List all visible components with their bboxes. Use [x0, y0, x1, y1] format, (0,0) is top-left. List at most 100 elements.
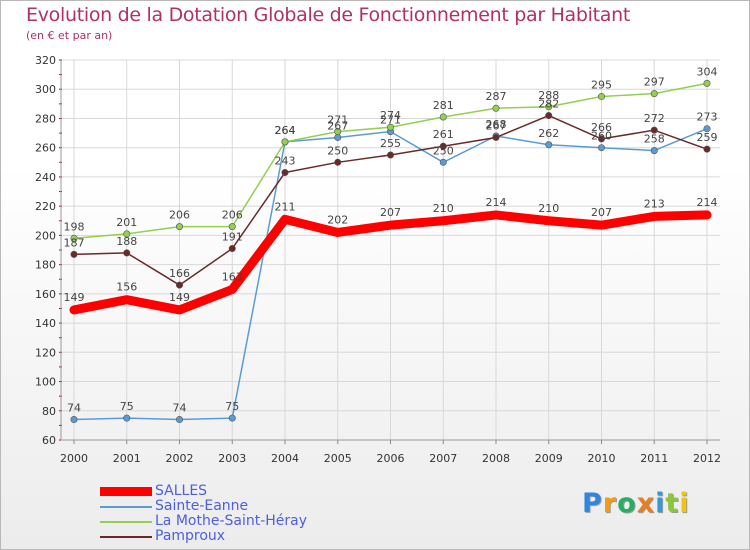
- data-label-pamproux-2011: 272: [644, 112, 665, 125]
- line-chart: 60 80 100 120 140 160 180 200 220 240 260 280 300 320…: [35, 54, 721, 465]
- data-label-salles-2005: 202: [327, 213, 348, 226]
- x-tick-label-2003: 2003: [218, 452, 246, 465]
- x-axis-ticks: 2000 2001 2002 2003 2004 2005 2006 2007 2008 2009…: [60, 452, 721, 465]
- point-pamproux-2012: [703, 145, 711, 153]
- legend-swatch-salles: [100, 487, 152, 496]
- data-label-la-mothe-saint-heray-2003: 206: [222, 209, 243, 222]
- y-tick-label-140: 140: [35, 317, 56, 330]
- data-label-sainte-eanne-2002: 74: [173, 402, 187, 415]
- logo-letter: P: [582, 488, 603, 519]
- data-label-pamproux-2005: 250: [327, 144, 348, 157]
- point-sainte-eanne-2000: [70, 416, 78, 424]
- point-sainte-eanne-2009: [545, 141, 553, 149]
- x-tick-label-2007: 2007: [429, 452, 457, 465]
- data-label-la-mothe-saint-heray-2010: 295: [591, 79, 612, 92]
- x-tick-label-2008: 2008: [482, 452, 510, 465]
- y-tick-label-300: 300: [35, 83, 56, 96]
- point-pamproux-2010: [597, 135, 605, 143]
- y-tick-label-120: 120: [35, 346, 56, 359]
- legend-swatch-la-mothe-saint-heray: [100, 521, 152, 523]
- legend-label-salles: SALLES: [155, 483, 208, 499]
- data-label-salles-2010: 207: [591, 206, 612, 219]
- point-sainte-eanne-2010: [597, 144, 605, 152]
- axes: [59, 59, 720, 444]
- y-tick-label-240: 240: [35, 171, 56, 184]
- data-label-la-mothe-saint-heray-2005: 271: [327, 114, 348, 127]
- series-line-salles: [69, 210, 712, 315]
- data-label-salles-2002: 149: [169, 291, 190, 304]
- data-label-pamproux-2004: 243: [275, 155, 296, 168]
- data-label-la-mothe-saint-heray-2009: 288: [538, 89, 559, 102]
- legend-label-pamproux: Pamproux: [155, 528, 226, 544]
- legend: SALLES Sainte-Eanne La Mothe-Saint-Héray…: [100, 483, 400, 544]
- point-pamproux-2007: [439, 142, 447, 150]
- x-tick-label-2010: 2010: [588, 452, 616, 465]
- data-label-pamproux-2007: 261: [433, 128, 454, 141]
- point-la-mothe-saint-heray-2011: [650, 90, 658, 98]
- y-tick-label-220: 220: [35, 200, 56, 213]
- y-tick-label-180: 180: [35, 259, 56, 272]
- data-label-salles-2009: 210: [538, 202, 559, 215]
- data-label-salles-2007: 210: [433, 202, 454, 215]
- data-label-pamproux-2001: 188: [116, 235, 137, 248]
- legend-item-la-mothe-saint-heray: La Mothe-Saint-Héray: [100, 513, 400, 529]
- logo-letter: o: [617, 488, 637, 519]
- data-label-sainte-eanne-2011: 258: [644, 133, 665, 146]
- y-tick-label-80: 80: [42, 405, 56, 418]
- data-label-salles-2011: 213: [644, 197, 665, 210]
- legend-item-pamproux: Pamproux: [100, 528, 400, 544]
- point-sainte-eanne-2011: [650, 147, 658, 155]
- legend-item-salles: SALLES: [100, 483, 400, 499]
- data-label-pamproux-2000: 187: [64, 236, 85, 249]
- data-label-la-mothe-saint-heray-2006: 274: [380, 109, 401, 122]
- point-la-mothe-saint-heray-2010: [597, 93, 605, 101]
- point-la-mothe-saint-heray-2008: [492, 104, 500, 112]
- data-label-pamproux-2010: 266: [591, 121, 612, 134]
- data-label-la-mothe-saint-heray-2007: 281: [433, 99, 454, 112]
- x-tick-label-2005: 2005: [324, 452, 352, 465]
- data-label-sainte-eanne-2006: 271: [380, 114, 401, 127]
- data-label-sainte-eanne-2012: 273: [697, 111, 718, 124]
- data-label-la-mothe-saint-heray-2002: 206: [169, 209, 190, 222]
- data-label-salles-2003: 163: [222, 270, 243, 283]
- logo-letter: t: [665, 488, 680, 519]
- data-label-sainte-eanne-2004: 264: [275, 124, 296, 137]
- y-axis-ticks: 60 80 100 120 140 160 180 200 220 240 260 280 300 320: [35, 54, 56, 447]
- point-sainte-eanne-2012: [703, 125, 711, 133]
- data-label-la-mothe-saint-heray-2012: 304: [697, 65, 718, 78]
- point-pamproux-2006: [386, 151, 394, 159]
- data-label-la-mothe-saint-heray-2000: 198: [64, 220, 85, 233]
- legend-swatch-pamproux: [100, 536, 152, 538]
- logo-letter: i: [679, 488, 690, 519]
- data-label-sainte-eanne-2008: 268: [486, 118, 507, 131]
- point-sainte-eanne-2007: [439, 158, 447, 166]
- x-tick-label-2006: 2006: [377, 452, 405, 465]
- data-label-sainte-eanne-2001: 75: [120, 400, 134, 413]
- logo-letter: x: [636, 488, 656, 519]
- point-pamproux-2002: [176, 281, 184, 289]
- x-tick-label-2001: 2001: [113, 452, 141, 465]
- proxiti-logo: Proxiti: [582, 488, 690, 519]
- point-la-mothe-saint-heray-2000: [70, 234, 78, 242]
- point-la-mothe-saint-heray-2005: [334, 128, 342, 136]
- y-tick-label-320: 320: [35, 54, 56, 67]
- grid-lines: [61, 59, 720, 441]
- logo-letter: i: [655, 488, 666, 519]
- y-tick-label-260: 260: [35, 142, 56, 155]
- data-label-sainte-eanne-2009: 262: [538, 127, 559, 140]
- data-label-pamproux-2002: 166: [169, 267, 190, 280]
- chart-title: Evolution de la Dotation Globale de Fonc…: [26, 4, 631, 26]
- data-label-la-mothe-saint-heray-2004: 264: [275, 124, 296, 137]
- data-label-salles-2008: 214: [486, 196, 507, 209]
- point-pamproux-2005: [334, 158, 342, 166]
- y-tick-label-160: 160: [35, 288, 56, 301]
- data-label-salles-2000: 149: [64, 291, 85, 304]
- data-label-salles-2001: 156: [116, 281, 137, 294]
- point-sainte-eanne-2001: [123, 414, 131, 422]
- point-pamproux-2004: [281, 169, 289, 177]
- y-tick-label-200: 200: [35, 229, 56, 242]
- data-label-sainte-eanne-2003: 75: [225, 400, 239, 413]
- data-label-salles-2004: 211: [275, 200, 296, 213]
- point-pamproux-2003: [228, 245, 236, 253]
